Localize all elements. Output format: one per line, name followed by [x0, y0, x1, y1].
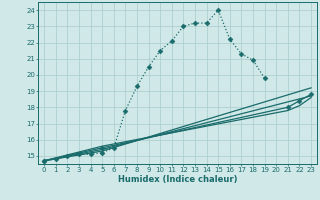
X-axis label: Humidex (Indice chaleur): Humidex (Indice chaleur) — [118, 175, 237, 184]
